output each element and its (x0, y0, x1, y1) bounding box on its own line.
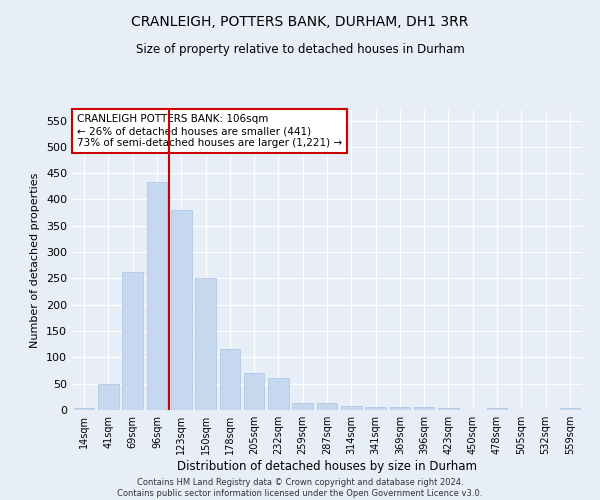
Bar (560, 408, 580, 410)
Bar (414, 408, 434, 410)
Bar (438, 408, 459, 410)
Bar (317, 403, 337, 410)
Text: Contains HM Land Registry data © Crown copyright and database right 2024.
Contai: Contains HM Land Registry data © Crown c… (118, 478, 482, 498)
Bar (195, 278, 216, 410)
Text: CRANLEIGH POTTERS BANK: 106sqm
← 26% of detached houses are smaller (441)
73% of: CRANLEIGH POTTERS BANK: 106sqm ← 26% of … (77, 114, 342, 148)
Bar (122, 272, 143, 410)
Bar (341, 406, 362, 410)
Bar (389, 408, 410, 410)
Text: Size of property relative to detached houses in Durham: Size of property relative to detached ho… (136, 42, 464, 56)
Bar (146, 182, 167, 410)
Bar (292, 403, 313, 410)
Bar (220, 350, 240, 410)
Bar (171, 210, 191, 410)
Bar (268, 378, 289, 410)
Bar (365, 407, 386, 410)
Bar (74, 408, 94, 410)
Bar (98, 384, 119, 410)
Bar (487, 408, 508, 410)
X-axis label: Distribution of detached houses by size in Durham: Distribution of detached houses by size … (177, 460, 477, 473)
Text: CRANLEIGH, POTTERS BANK, DURHAM, DH1 3RR: CRANLEIGH, POTTERS BANK, DURHAM, DH1 3RR (131, 15, 469, 29)
Y-axis label: Number of detached properties: Number of detached properties (31, 172, 40, 348)
Bar (244, 373, 265, 410)
